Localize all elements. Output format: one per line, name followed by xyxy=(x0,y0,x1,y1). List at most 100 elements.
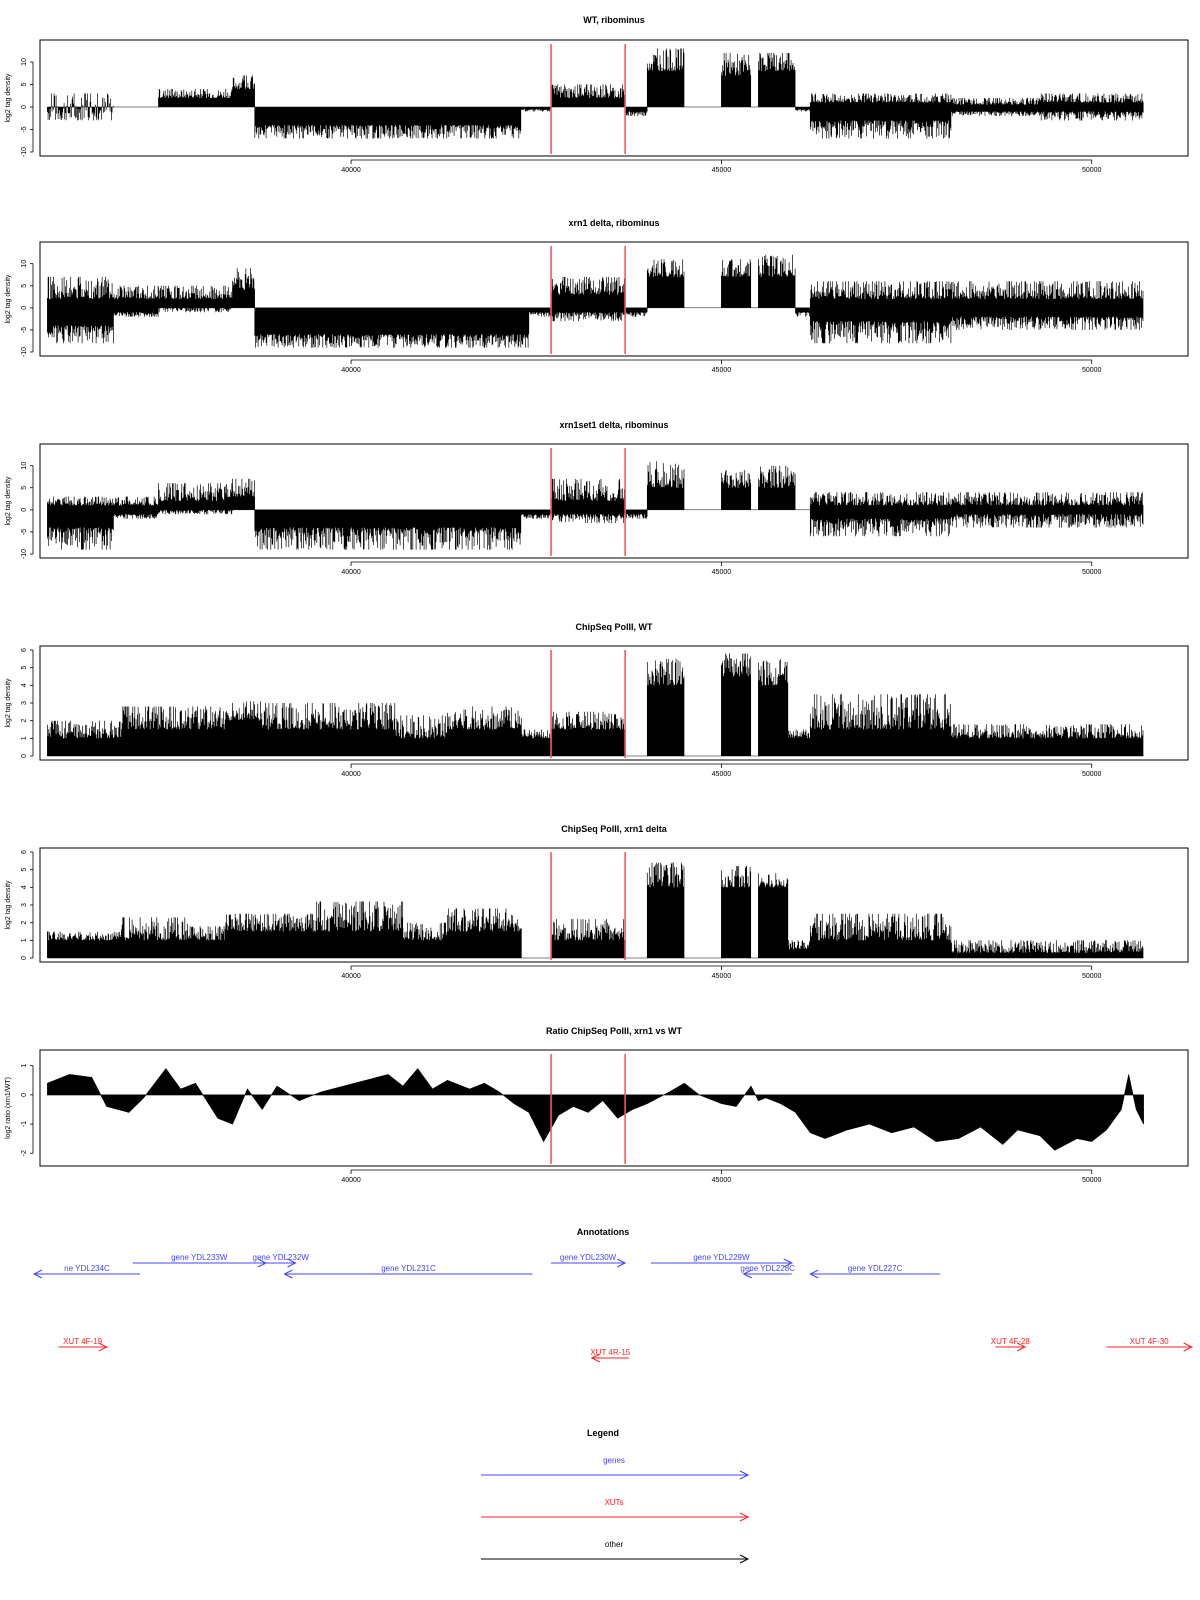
y-tick-label: 5 xyxy=(21,486,28,490)
x-tick-label: 40000 xyxy=(341,367,361,374)
y-tick-label: -5 xyxy=(21,529,28,535)
y-tick-label: 5 xyxy=(21,666,28,670)
gene-arrow-label: gene YDL233W xyxy=(171,1253,228,1262)
y-tick-label: 1 xyxy=(21,1064,28,1068)
xut-arrow: XUT 4F-19 xyxy=(58,1337,108,1352)
y-tick-label: 4 xyxy=(21,683,28,687)
y-tick-label: 10 xyxy=(21,462,28,470)
y-axis-label: log2 tag density xyxy=(5,73,12,123)
x-tick-label: 50000 xyxy=(1082,973,1102,980)
x-tick-label: 45000 xyxy=(712,1177,732,1184)
y-axis-label: log2 tag density xyxy=(5,678,12,728)
x-tick-label: 40000 xyxy=(341,569,361,576)
legend-item: other xyxy=(481,1540,750,1564)
data-bars xyxy=(47,653,1144,756)
y-tick-label: 5 xyxy=(21,284,28,288)
gene-arrow: gene YDL232W xyxy=(253,1253,310,1268)
x-tick-label: 40000 xyxy=(341,973,361,980)
chart-panel: WT, ribominus -10 -5 0 5 10 log2 tag density 40… xyxy=(5,15,1189,174)
x-tick-label: 40000 xyxy=(341,167,361,174)
data-bars xyxy=(47,461,1144,550)
y-tick-label: 1 xyxy=(21,736,28,740)
legend-items: genes XUTs other xyxy=(481,1456,750,1564)
gene-arrow-label: gene YDL227C xyxy=(848,1264,903,1273)
xut-arrow-label: XUT 4F-30 xyxy=(1130,1337,1170,1346)
legend-item-label: XUTs xyxy=(604,1498,623,1507)
gene-arrow: gene YDL227C xyxy=(809,1264,940,1279)
y-tick-label: -1 xyxy=(21,1121,28,1127)
x-tick-label: 50000 xyxy=(1082,167,1102,174)
y-tick-label: 2 xyxy=(21,719,28,723)
plot-frame xyxy=(39,1049,1189,1167)
x-tick-label: 40000 xyxy=(341,771,361,778)
chart-panel: xrn1 delta, ribominus -10 -5 0 5 10 log2 tag d… xyxy=(5,218,1189,374)
annotation-arrows: ne YDL234C gene YDL233W gene YDL232W gene Y… xyxy=(32,1253,1193,1363)
gene-arrow-label: gene YDL230W xyxy=(560,1253,617,1262)
gene-arrow: gene YDL228C xyxy=(740,1264,795,1279)
y-tick-label: 10 xyxy=(21,260,28,268)
xut-arrow-label: XUT 4R-15 xyxy=(590,1348,630,1357)
y-tick-label: 2 xyxy=(21,921,28,925)
xut-arrow: XUT 4F-30 xyxy=(1106,1337,1193,1352)
y-tick-label: 10 xyxy=(21,58,28,66)
y-axis-label: log2 tag density xyxy=(5,476,12,526)
data-bars xyxy=(47,254,1144,348)
legend-item-label: genes xyxy=(603,1456,625,1465)
data-bars xyxy=(47,862,1144,958)
gene-arrow: gene YDL229W xyxy=(651,1253,793,1268)
x-tick-label: 50000 xyxy=(1082,1177,1102,1184)
xut-arrow-label: XUT 4F-19 xyxy=(63,1337,103,1346)
legend-item: genes xyxy=(481,1456,750,1480)
plot-frame xyxy=(39,847,1189,963)
annotations-panel: Annotations ne YDL234C gene YDL233W gene Y… xyxy=(32,1227,1193,1363)
legend-title: Legend xyxy=(587,1428,619,1438)
y-tick-label: 1 xyxy=(21,938,28,942)
plot-frame xyxy=(39,39,1189,157)
gene-arrow-label: gene YDL228C xyxy=(740,1264,795,1273)
plot-frame xyxy=(39,241,1189,357)
xut-arrow-label: XUT 4F-28 xyxy=(991,1337,1031,1346)
y-tick-label: 5 xyxy=(21,868,28,872)
x-tick-label: 45000 xyxy=(712,367,732,374)
chart-title: ChipSeq PolII, xrn1 delta xyxy=(561,824,668,834)
chart-title: xrn1set1 delta, ribominus xyxy=(559,420,668,430)
y-tick-label: 0 xyxy=(21,306,28,310)
x-tick-label: 45000 xyxy=(712,973,732,980)
y-axis-label: log2 ratio (xrn1/WT) xyxy=(5,1077,12,1139)
plot-frame xyxy=(39,443,1189,559)
chart-title: Ratio ChipSeq PolII, xrn1 vs WT xyxy=(546,1026,683,1036)
chart-panel: Ratio ChipSeq PolII, xrn1 vs WT -2 -1 0 1 log… xyxy=(5,1026,1189,1184)
gene-arrow: gene YDL230W xyxy=(551,1253,627,1268)
chart-title: WT, ribominus xyxy=(583,15,645,25)
gene-arrow-label: gene YDL229W xyxy=(693,1253,750,1262)
gene-arrow: ne YDL234C xyxy=(32,1264,140,1279)
gene-arrow-label: gene YDL231C xyxy=(381,1264,436,1273)
x-tick-label: 40000 xyxy=(341,1177,361,1184)
gene-arrow-label: ne YDL234C xyxy=(64,1264,110,1273)
xut-arrow: XUT 4R-15 xyxy=(590,1348,631,1363)
y-axis-label: log2 tag density xyxy=(5,880,12,930)
y-tick-label: -10 xyxy=(21,147,28,157)
x-tick-label: 45000 xyxy=(712,569,732,576)
y-tick-label: 0 xyxy=(21,956,28,960)
gene-arrow-label: gene YDL232W xyxy=(253,1253,310,1262)
chart-title: xrn1 delta, ribominus xyxy=(568,218,659,228)
annotations-title: Annotations xyxy=(577,1227,630,1237)
gene-arrow: gene YDL231C xyxy=(283,1264,533,1279)
y-tick-label: 0 xyxy=(21,1093,28,1097)
y-tick-label: 0 xyxy=(21,508,28,512)
data-bars xyxy=(47,48,1144,139)
chart-title: ChipSeq PolII, WT xyxy=(576,622,653,632)
y-tick-label: -10 xyxy=(21,549,28,559)
y-tick-label: 0 xyxy=(21,754,28,758)
y-tick-label: 4 xyxy=(21,885,28,889)
ratio-area xyxy=(47,1068,1144,1151)
y-tick-label: 6 xyxy=(21,648,28,652)
x-tick-label: 50000 xyxy=(1082,569,1102,576)
plot-frame xyxy=(39,645,1189,761)
y-tick-label: 5 xyxy=(21,82,28,86)
y-tick-label: -10 xyxy=(21,347,28,357)
y-axis-label: log2 tag density xyxy=(5,274,12,324)
